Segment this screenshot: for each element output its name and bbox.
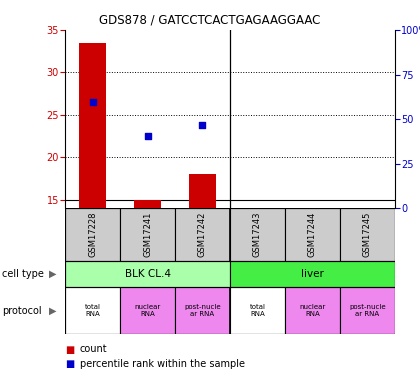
Text: ▶: ▶	[49, 269, 56, 279]
Text: GDS878 / GATCCTCACTGAGAAGGAAC: GDS878 / GATCCTCACTGAGAAGGAAC	[99, 13, 321, 26]
Bar	[189, 174, 216, 208]
Text: post-nucle
ar RNA: post-nucle ar RNA	[349, 304, 386, 317]
Bar	[175, 287, 230, 334]
Bar	[120, 208, 175, 261]
Bar	[65, 208, 120, 261]
Text: ■: ■	[65, 345, 74, 354]
Text: percentile rank within the sample: percentile rank within the sample	[80, 359, 245, 369]
Bar	[230, 261, 395, 287]
Bar	[340, 208, 395, 261]
Text: total
RNA: total RNA	[84, 304, 100, 317]
Text: nuclear
RNA: nuclear RNA	[299, 304, 326, 317]
Text: count: count	[80, 345, 108, 354]
Text: total
RNA: total RNA	[249, 304, 265, 317]
Text: GSM17243: GSM17243	[253, 211, 262, 257]
Text: protocol: protocol	[2, 306, 42, 315]
Bar	[285, 208, 340, 261]
Point	[199, 122, 206, 128]
Bar	[134, 201, 161, 208]
Text: GSM17245: GSM17245	[363, 211, 372, 257]
Text: GSM17244: GSM17244	[308, 211, 317, 257]
Text: GSM17228: GSM17228	[88, 211, 97, 257]
Bar	[340, 287, 395, 334]
Text: ▶: ▶	[49, 306, 56, 315]
Text: liver: liver	[301, 269, 324, 279]
Bar	[230, 208, 285, 261]
Text: BLK CL.4: BLK CL.4	[124, 269, 171, 279]
Text: ■: ■	[65, 359, 74, 369]
Bar	[285, 287, 340, 334]
Point	[89, 99, 96, 105]
Bar	[120, 287, 175, 334]
Text: GSM17241: GSM17241	[143, 211, 152, 257]
Bar	[65, 261, 230, 287]
Bar	[79, 43, 106, 208]
Text: cell type: cell type	[2, 269, 44, 279]
Text: nuclear
RNA: nuclear RNA	[134, 304, 160, 317]
Text: post-nucle
ar RNA: post-nucle ar RNA	[184, 304, 221, 317]
Bar	[230, 287, 285, 334]
Text: GSM17242: GSM17242	[198, 211, 207, 257]
Bar	[65, 287, 120, 334]
Point	[144, 133, 151, 139]
Bar	[175, 208, 230, 261]
